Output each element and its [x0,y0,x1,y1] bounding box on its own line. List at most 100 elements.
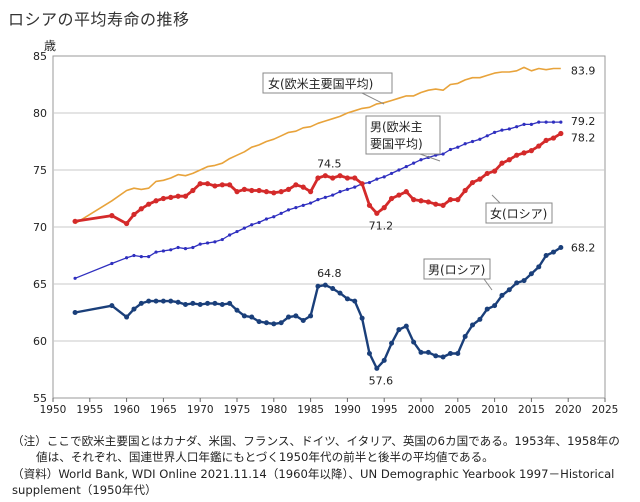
data-point [272,215,276,219]
data-point [322,173,328,179]
data-point [462,333,468,339]
callout-label-female-west: 女(欧米主要国平均) [268,76,373,91]
data-point [204,181,211,187]
note-line-1: （注）ここで欧米主要国とはカナダ、米国、フランス、ドイツ、イタリア、英国の6カ国… [12,434,620,448]
data-point [168,298,174,304]
data-point [264,217,269,221]
x-tick-label: 2005 [444,404,471,416]
data-point [396,327,402,333]
data-point [331,193,335,197]
data-point [521,150,527,156]
x-tick-label: 1960 [113,404,140,416]
data-point [477,316,483,322]
data-point [551,120,556,124]
data-point [138,206,144,212]
callout-box-male-west [365,115,441,155]
end-label: 79.2 [571,115,596,128]
data-point [131,211,137,218]
x-tick-label: 1975 [224,404,251,416]
data-point [514,152,520,158]
data-point [484,306,490,312]
data-point [234,189,240,195]
data-point [403,323,409,329]
data-point [359,181,365,187]
y-tick-label: 80 [33,107,47,120]
data-point [388,195,395,202]
data-point [462,187,468,194]
data-point [537,120,541,124]
data-point [228,233,232,237]
data-point [241,313,247,319]
x-tick-label: 1995 [371,404,398,416]
data-point [235,229,239,234]
data-point [161,249,165,253]
data-point [160,195,166,202]
data-point [256,319,262,325]
data-point [309,201,313,205]
data-point [227,300,233,306]
data-point [190,187,196,194]
data-point [493,130,497,134]
callout-label-male-russia: 男(ロシア) [428,263,485,277]
data-point [278,320,284,326]
data-point [176,245,180,250]
data-point [168,194,174,200]
x-tick-label: 1985 [297,404,324,416]
y-tick-label: 60 [33,335,47,348]
data-point [124,314,130,320]
data-point [484,170,490,177]
data-point [463,142,467,146]
data-point [352,298,358,304]
data-point [249,314,255,320]
data-point [558,130,564,137]
data-point [286,208,291,212]
data-point [337,290,343,296]
callout-label-male-west-1: 男(欧米主 [370,120,423,134]
data-point [322,282,328,288]
data-point [536,143,542,149]
data-point [153,298,159,304]
data-point [323,195,327,199]
data-point [132,253,136,258]
data-point [404,164,408,169]
data-point [507,127,511,131]
x-tick-label: 1970 [187,404,214,416]
note-line-2: 値は、それぞれ、国連世界人口年鑑にもとづく1950年代の前半と後半の平均値である… [36,450,494,464]
data-point [492,168,498,174]
data-point [425,199,431,205]
data-point [455,351,461,357]
data-point [219,182,225,188]
callout-leader-male-russia [483,278,493,291]
data-point [219,302,225,308]
x-tick-label: 2025 [592,404,619,416]
data-point [197,181,203,187]
data-point [543,253,549,258]
data-point [477,176,483,182]
data-point [374,210,380,216]
data-point [250,223,254,227]
data-point [506,157,512,163]
x-tick-label: 1955 [76,404,103,416]
x-axis: 1950 1955 1960 1965 1970 1975 1980 1985 1990 1995… [40,398,619,416]
data-point [190,300,196,306]
data-point [485,134,489,138]
x-tick-label: 2020 [555,404,582,416]
data-point [315,175,321,181]
data-point [412,161,416,165]
data-point [499,160,505,166]
y-tick-label: 75 [33,164,47,177]
y-tick-label: 70 [33,221,47,234]
data-point [175,299,181,305]
data-point [492,303,498,309]
data-point [175,193,181,199]
y-axis-unit-label: 歳 [44,39,56,53]
data-point [366,202,373,208]
data-point [448,147,453,152]
data-point [249,187,255,194]
data-point [227,182,233,188]
data-point [263,320,269,326]
data-point [257,220,261,225]
data-point [271,190,277,196]
data-point [169,248,173,252]
data-point [528,271,534,277]
